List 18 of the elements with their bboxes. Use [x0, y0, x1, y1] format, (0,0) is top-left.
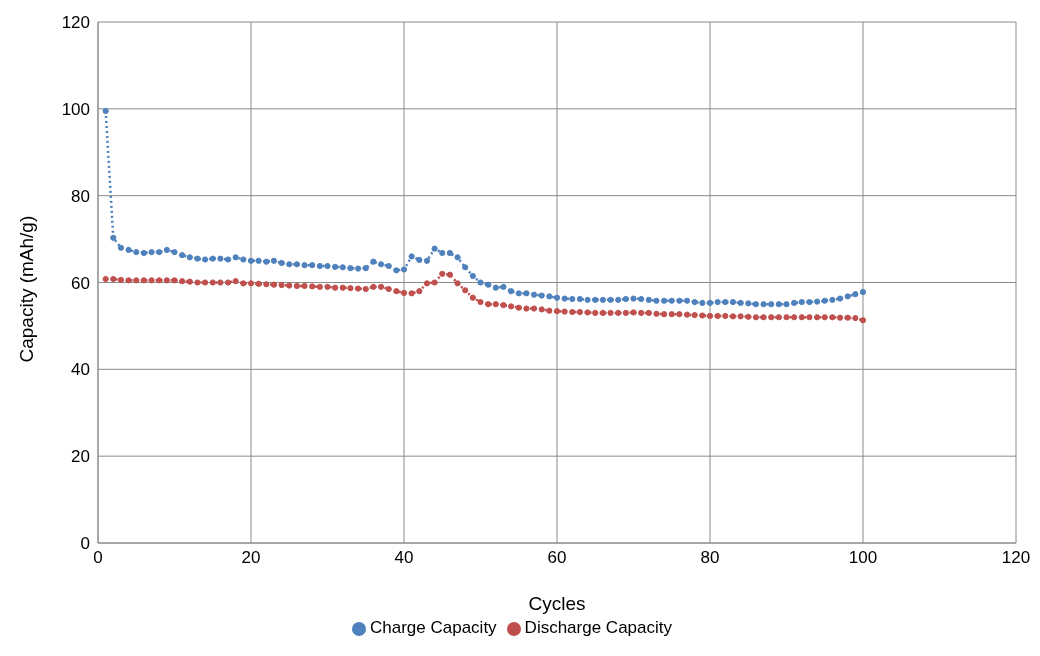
- y-tick-label: 20: [71, 447, 90, 467]
- x-axis-title: Cycles: [528, 593, 586, 614]
- legend-label: Charge Capacity: [369, 618, 497, 637]
- x-tick-label: 40: [394, 548, 414, 568]
- y-axis-title: Capacity (mAh/g): [15, 215, 37, 363]
- y-tick-label: 100: [61, 99, 90, 119]
- legend-label: Discharge Capacity: [524, 618, 673, 637]
- x-tick-label: 80: [700, 548, 720, 568]
- y-tick-label: 80: [71, 186, 90, 206]
- y-tick-label: 120: [61, 13, 90, 33]
- y-tick-label: 60: [71, 273, 90, 293]
- x-tick-label: 120: [1001, 548, 1031, 568]
- x-tick-label: 60: [547, 548, 567, 568]
- y-tick-label: 0: [80, 534, 90, 554]
- x-tick-label: 20: [241, 548, 261, 568]
- y-tick-label: 40: [71, 360, 90, 380]
- x-tick-label: 100: [848, 548, 878, 568]
- x-tick-label: 0: [93, 548, 103, 568]
